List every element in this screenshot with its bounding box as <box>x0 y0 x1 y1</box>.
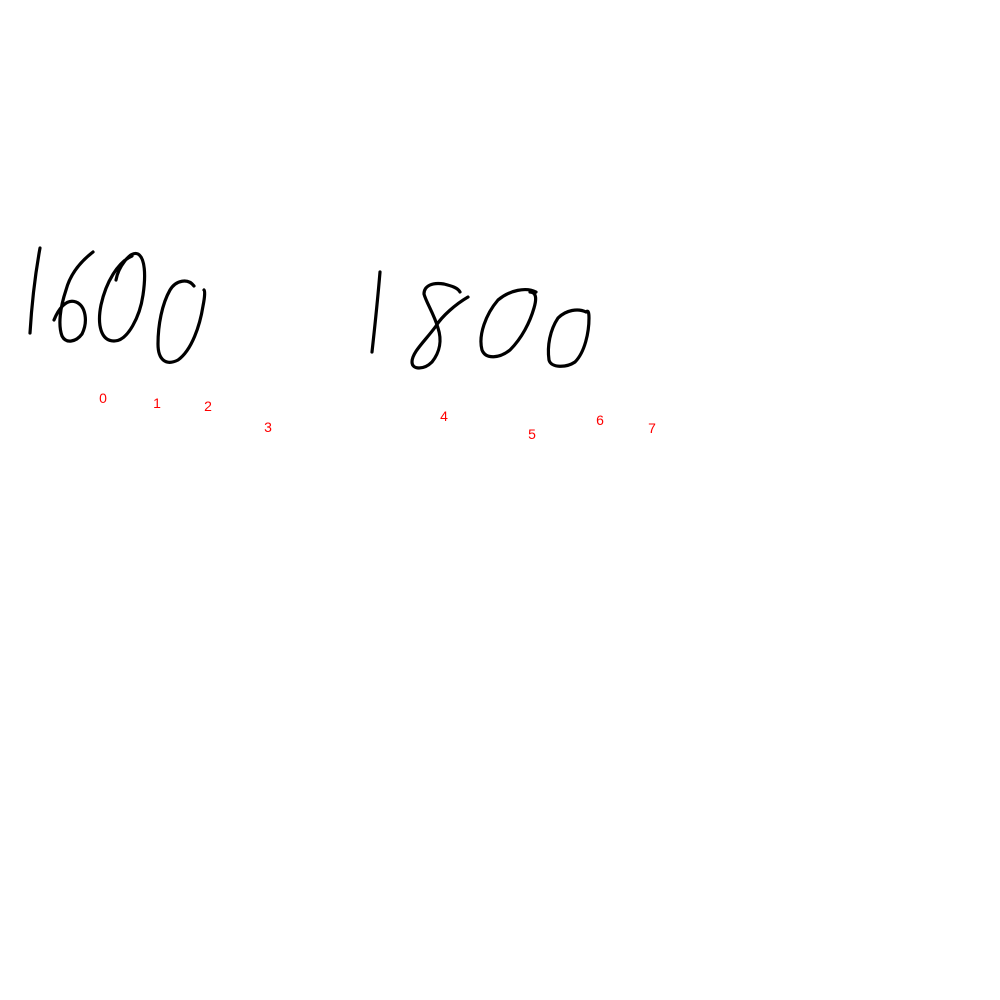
digit-0-first <box>97 251 147 343</box>
handwritten-number-1800 <box>370 270 591 370</box>
digit-1 <box>370 270 382 354</box>
digit-0-second <box>546 308 591 368</box>
marker-label-6: 6 <box>596 412 604 428</box>
digit-1 <box>28 246 42 335</box>
marker-label-3: 3 <box>264 419 272 435</box>
marker-label-2: 2 <box>204 398 212 414</box>
marker-label-7: 7 <box>648 420 656 436</box>
handwritten-number-1600 <box>28 246 207 364</box>
digit-0-first <box>479 288 538 359</box>
digit-6 <box>52 250 95 343</box>
marker-label-0: 0 <box>99 390 107 406</box>
digit-0-second <box>156 279 207 364</box>
marker-label-5: 5 <box>528 426 536 442</box>
marker-label-4: 4 <box>440 408 448 424</box>
marker-label-1: 1 <box>153 395 161 411</box>
digit-8 <box>410 281 470 370</box>
